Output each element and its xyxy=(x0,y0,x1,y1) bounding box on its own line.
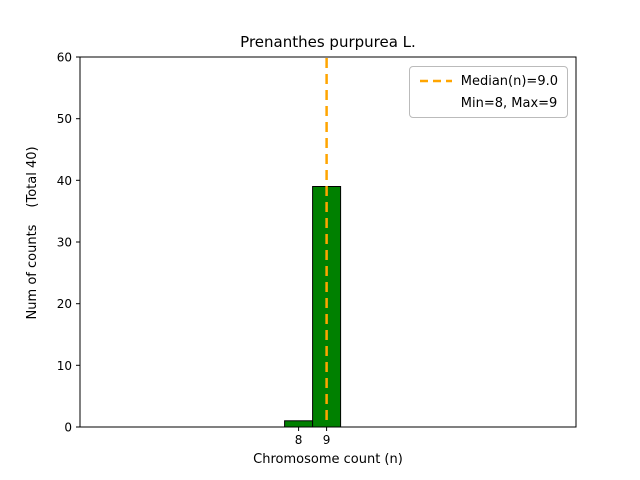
bar-8 xyxy=(284,420,314,428)
legend: Median(n)=9.0 Min=8, Max=9 xyxy=(408,66,568,118)
legend-label-median: Median(n)=9.0 xyxy=(460,73,558,89)
y-tick-label: 40 xyxy=(57,174,72,188)
legend-entry-median: Median(n)=9.0 xyxy=(419,72,558,90)
y-tick-label: 30 xyxy=(57,236,72,250)
x-tick-label: 9 xyxy=(323,433,331,447)
x-tick-label: 8 xyxy=(295,433,303,447)
y-axis-label: Num of counts xyxy=(25,224,40,319)
y-tick-label: 10 xyxy=(57,359,72,373)
y-tick-label: 0 xyxy=(64,421,72,435)
y-tick-label: 50 xyxy=(57,112,72,126)
legend-entry-minmax: Min=8, Max=9 xyxy=(419,94,558,112)
y-tick-label: 60 xyxy=(57,51,72,65)
y-tick-label: 20 xyxy=(57,297,72,311)
x-axis-label: Chromosome count (n) xyxy=(253,452,403,467)
legend-label-minmax: Min=8, Max=9 xyxy=(460,95,558,111)
median-dashed-line-icon xyxy=(419,79,452,83)
chart-title: Prenanthes purpurea L. xyxy=(240,33,416,51)
legend-empty-handle xyxy=(419,97,453,109)
y-axis-label-total: (Total 40) xyxy=(25,146,40,207)
